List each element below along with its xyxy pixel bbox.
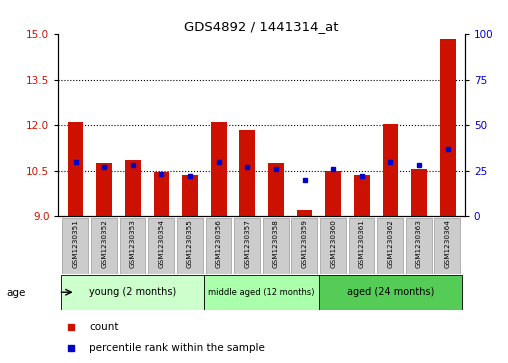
- Bar: [354, 175, 370, 216]
- Text: count: count: [89, 322, 118, 332]
- Bar: [440, 39, 456, 216]
- FancyBboxPatch shape: [177, 219, 203, 273]
- Text: GSM1230362: GSM1230362: [388, 220, 393, 268]
- FancyBboxPatch shape: [292, 219, 317, 273]
- Title: GDS4892 / 1441314_at: GDS4892 / 1441314_at: [184, 20, 339, 33]
- FancyBboxPatch shape: [377, 219, 403, 273]
- Text: GSM1230355: GSM1230355: [187, 220, 193, 268]
- FancyBboxPatch shape: [148, 219, 174, 273]
- FancyBboxPatch shape: [204, 275, 319, 310]
- Text: GSM1230361: GSM1230361: [359, 220, 365, 268]
- Text: aged (24 months): aged (24 months): [347, 287, 434, 297]
- Text: GSM1230360: GSM1230360: [330, 220, 336, 268]
- Bar: [97, 163, 112, 216]
- Bar: [211, 122, 227, 216]
- FancyBboxPatch shape: [120, 219, 145, 273]
- FancyBboxPatch shape: [320, 219, 346, 273]
- Text: middle aged (12 months): middle aged (12 months): [208, 288, 315, 297]
- Text: percentile rank within the sample: percentile rank within the sample: [89, 343, 265, 353]
- Bar: [268, 163, 284, 216]
- Bar: [239, 130, 255, 216]
- FancyBboxPatch shape: [319, 275, 462, 310]
- Text: GSM1230352: GSM1230352: [101, 220, 107, 268]
- Text: age: age: [6, 287, 25, 298]
- Text: GSM1230353: GSM1230353: [130, 220, 136, 268]
- Text: GSM1230351: GSM1230351: [73, 220, 79, 268]
- FancyBboxPatch shape: [406, 219, 432, 273]
- FancyBboxPatch shape: [348, 219, 374, 273]
- Bar: [125, 160, 141, 216]
- Text: GSM1230356: GSM1230356: [216, 220, 221, 268]
- Text: GSM1230364: GSM1230364: [444, 220, 451, 268]
- Bar: [153, 172, 169, 216]
- Text: GSM1230357: GSM1230357: [244, 220, 250, 268]
- FancyBboxPatch shape: [62, 219, 88, 273]
- FancyBboxPatch shape: [61, 275, 204, 310]
- FancyBboxPatch shape: [91, 219, 117, 273]
- Bar: [297, 210, 312, 216]
- Bar: [383, 124, 398, 216]
- Text: GSM1230358: GSM1230358: [273, 220, 279, 268]
- Bar: [68, 122, 83, 216]
- Text: GSM1230354: GSM1230354: [158, 220, 165, 268]
- FancyBboxPatch shape: [263, 219, 289, 273]
- Bar: [411, 169, 427, 216]
- Bar: [182, 175, 198, 216]
- FancyBboxPatch shape: [234, 219, 260, 273]
- Bar: [325, 171, 341, 216]
- FancyBboxPatch shape: [206, 219, 231, 273]
- Text: GSM1230363: GSM1230363: [416, 220, 422, 268]
- Text: GSM1230359: GSM1230359: [302, 220, 307, 268]
- Text: young (2 months): young (2 months): [89, 287, 176, 297]
- FancyBboxPatch shape: [434, 219, 460, 273]
